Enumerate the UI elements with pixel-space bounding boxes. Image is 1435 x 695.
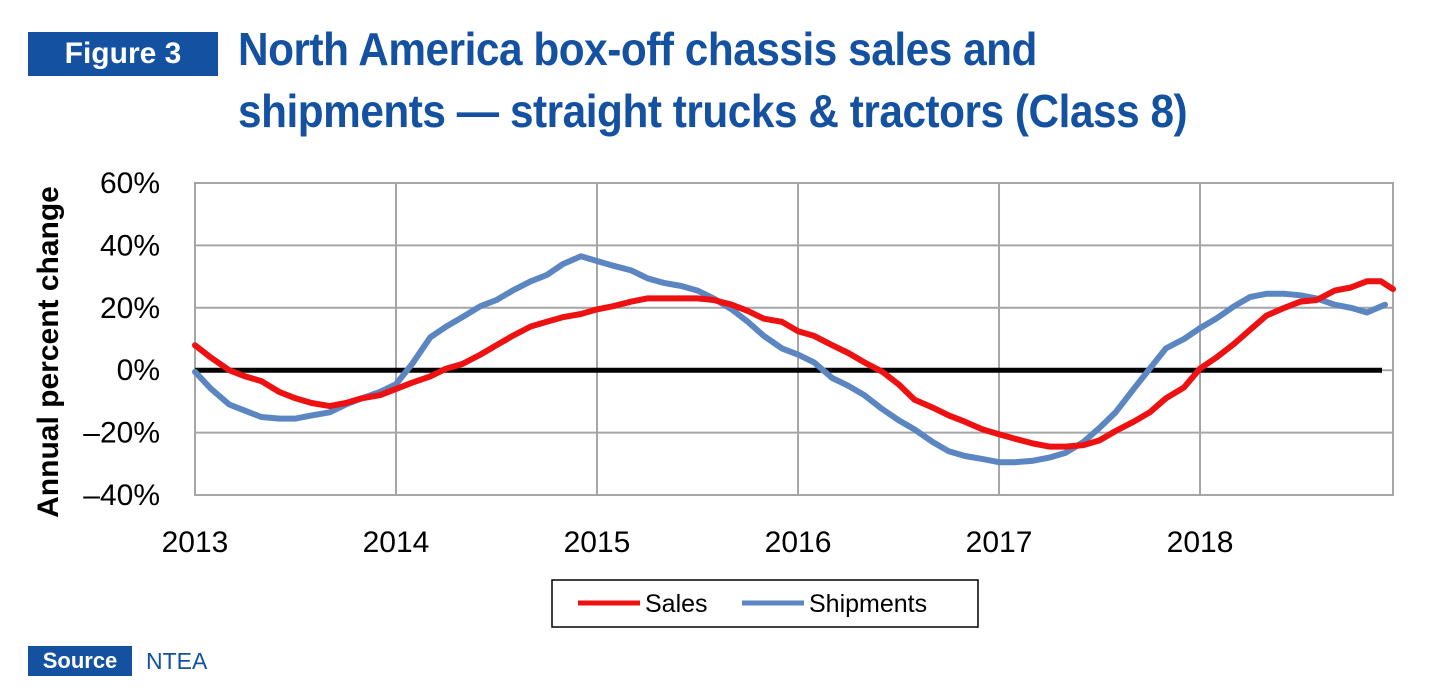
y-axis-label: Annual percent change — [32, 186, 65, 518]
source-label: Source — [28, 646, 132, 676]
x-tick-label: 2017 — [966, 526, 1033, 559]
series — [192, 253, 1396, 466]
legend-label-shipments: Shipments — [809, 590, 927, 618]
x-tick-label: 2016 — [765, 526, 832, 559]
y-tick-label: –40% — [83, 479, 160, 512]
source-value: NTEA — [146, 648, 208, 674]
y-tick-label: 20% — [100, 292, 160, 325]
y-axis-ticks: 60% 40% 20% 0% –20% –40% — [83, 167, 160, 512]
series-line-sales — [192, 278, 1396, 450]
plot-area-border — [194, 182, 1394, 496]
chart-title-line-2: shipments — straight trucks & tractors (… — [238, 85, 1188, 137]
y-tick-label: 0% — [117, 354, 160, 387]
y-tick-label: –20% — [83, 417, 160, 450]
y-tick-label: 60% — [100, 167, 160, 200]
legend-label-sales: Sales — [645, 590, 708, 618]
figure-label: Figure 3 — [28, 32, 218, 76]
legend: Sales Shipments — [551, 579, 979, 628]
x-tick-label: 2014 — [363, 526, 430, 559]
x-tick-label: 2013 — [162, 526, 229, 559]
chart-title-line-1: North America box-off chassis sales and — [238, 23, 1037, 75]
x-tick-label: 2018 — [1167, 526, 1234, 559]
x-tick-label: 2015 — [564, 526, 631, 559]
x-axis-ticks: 2013 2014 2015 2016 2017 2018 — [162, 526, 1234, 559]
grid — [194, 182, 1394, 496]
y-tick-label: 40% — [100, 229, 160, 262]
line-chart: 60% 40% 20% 0% –20% –40% 2013 2014 2015 2016 2017… — [32, 167, 1396, 628]
series-line-shipments — [192, 253, 1388, 466]
